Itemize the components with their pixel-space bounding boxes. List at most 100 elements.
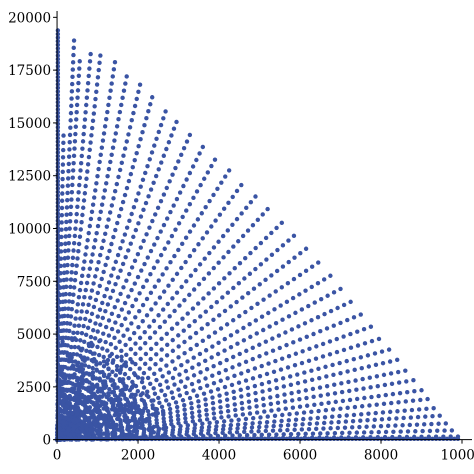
data-point xyxy=(109,241,114,247)
data-point xyxy=(260,212,265,217)
data-point xyxy=(288,374,293,379)
data-point xyxy=(188,273,194,278)
data-point xyxy=(63,291,68,297)
data-point xyxy=(170,172,175,177)
data-point xyxy=(403,368,408,373)
data-point xyxy=(402,408,407,413)
data-point xyxy=(269,230,274,236)
data-point xyxy=(118,268,123,273)
data-point xyxy=(174,404,180,410)
data-point xyxy=(154,352,159,357)
data-point xyxy=(203,402,209,407)
data-point xyxy=(188,335,193,340)
data-point xyxy=(389,400,394,406)
data-point xyxy=(303,431,308,437)
data-point xyxy=(78,338,83,343)
data-point xyxy=(282,392,287,397)
data-point xyxy=(128,366,133,372)
data-point xyxy=(187,253,193,259)
data-point xyxy=(259,363,264,369)
data-point xyxy=(198,370,203,375)
data-point xyxy=(93,321,98,326)
data-point xyxy=(347,397,353,403)
data-point xyxy=(147,335,153,340)
data-point xyxy=(91,304,97,310)
data-point xyxy=(150,218,155,224)
data-point xyxy=(94,362,99,367)
data-point xyxy=(199,211,204,216)
data-point xyxy=(184,208,189,213)
data-point xyxy=(181,183,186,189)
data-point xyxy=(85,417,91,423)
data-point xyxy=(266,361,271,366)
data-point xyxy=(328,308,334,314)
data-point xyxy=(179,265,184,271)
data-point xyxy=(114,385,119,390)
data-points xyxy=(54,28,461,442)
data-point xyxy=(187,170,193,176)
data-point xyxy=(266,432,272,437)
data-point xyxy=(222,308,228,314)
data-point xyxy=(71,153,77,159)
data-point xyxy=(164,353,170,358)
data-point xyxy=(312,402,317,407)
data-point xyxy=(85,238,90,243)
data-point xyxy=(176,355,181,360)
data-point xyxy=(67,321,73,326)
data-point xyxy=(115,220,120,226)
data-point xyxy=(125,427,130,432)
data-point xyxy=(147,366,152,371)
data-point xyxy=(72,285,77,290)
data-point xyxy=(327,339,333,344)
data-point xyxy=(88,394,94,399)
data-point xyxy=(107,353,113,359)
data-point xyxy=(168,209,173,215)
data-point xyxy=(67,357,72,362)
data-point xyxy=(82,259,87,264)
data-point xyxy=(98,152,103,157)
data-point xyxy=(124,397,130,402)
x-tick-label: 6000 xyxy=(283,448,317,464)
data-point xyxy=(133,372,138,378)
data-point xyxy=(315,314,321,320)
data-point xyxy=(259,314,265,319)
data-point xyxy=(89,311,95,317)
data-point xyxy=(235,329,240,334)
data-point xyxy=(148,356,153,362)
data-point xyxy=(105,357,111,363)
data-point xyxy=(67,219,73,224)
data-point xyxy=(322,420,327,426)
data-point xyxy=(164,379,169,384)
data-point xyxy=(328,273,333,278)
data-point xyxy=(91,419,97,424)
data-point xyxy=(222,384,228,390)
data-point xyxy=(112,304,118,310)
data-point xyxy=(194,189,200,194)
data-point xyxy=(198,182,203,188)
data-point xyxy=(85,80,91,86)
data-point xyxy=(131,382,136,388)
data-point xyxy=(190,306,196,311)
data-point xyxy=(455,436,461,442)
data-point xyxy=(124,419,129,424)
data-point xyxy=(122,146,128,151)
data-point xyxy=(178,379,184,384)
data-point xyxy=(420,428,425,434)
data-point xyxy=(66,248,71,253)
data-point xyxy=(79,411,84,416)
data-point xyxy=(136,89,141,95)
data-point xyxy=(87,318,93,324)
data-point xyxy=(170,277,175,282)
data-point xyxy=(223,367,228,373)
data-point xyxy=(232,373,237,379)
data-point xyxy=(123,254,128,260)
data-point xyxy=(318,431,323,436)
data-point xyxy=(220,430,225,435)
data-point xyxy=(268,395,273,400)
data-point xyxy=(263,277,268,283)
data-point xyxy=(203,204,208,210)
data-point xyxy=(190,164,196,169)
data-point xyxy=(140,177,146,183)
data-point xyxy=(97,361,103,366)
data-point xyxy=(81,372,86,378)
